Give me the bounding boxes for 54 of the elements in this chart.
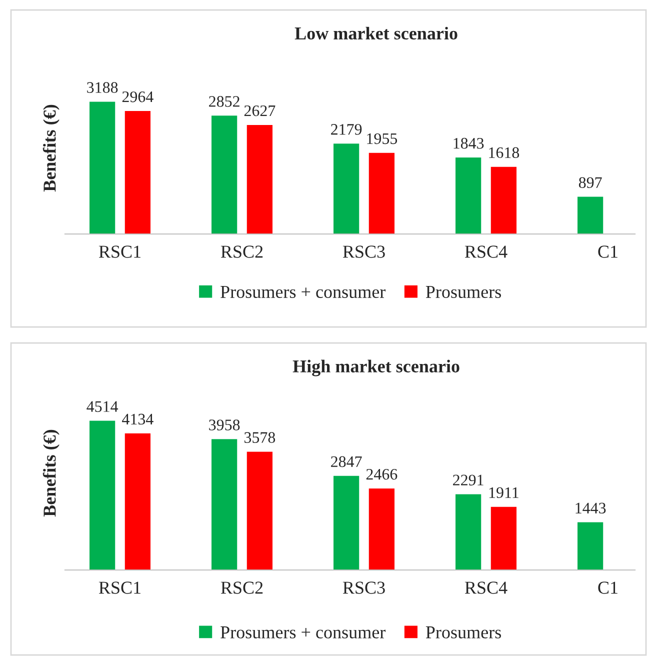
bar [246, 124, 272, 234]
x-tick-label: RSC3 [342, 582, 385, 594]
y-axis-title: Benefits (€) [42, 104, 60, 192]
x-tick-label: RSC2 [220, 246, 263, 258]
data-label: 4134 [122, 414, 154, 425]
data-label: 2291 [453, 474, 484, 486]
bar [368, 488, 394, 570]
data-label: 2852 [209, 96, 240, 107]
legend-label: Prosumers [426, 626, 501, 638]
x-tick-label: RSC1 [98, 246, 140, 258]
x-tick-label: C1 [598, 582, 618, 594]
bar [90, 102, 116, 234]
legend-label: Prosumers + consumer [220, 626, 386, 638]
data-label: 2964 [122, 91, 154, 102]
data-label: 1911 [489, 487, 518, 498]
data-label: 2179 [331, 124, 362, 135]
data-label: 1443 [576, 502, 606, 514]
bar [368, 152, 394, 234]
bar [490, 506, 516, 570]
data-label: 2847 [331, 456, 362, 468]
data-label: 2627 [244, 105, 276, 116]
data-label: 4514 [86, 401, 118, 412]
x-tick-label: C1 [598, 246, 618, 258]
bar [212, 116, 238, 234]
bar [578, 196, 604, 234]
chart-title: High market scenario [292, 360, 460, 376]
bar [212, 439, 238, 570]
bar [456, 494, 482, 570]
bar [490, 166, 516, 234]
data-label: 3958 [209, 420, 240, 430]
data-label: 1955 [367, 133, 398, 144]
data-label: 897 [578, 177, 602, 188]
chart-title: Low market scenario [294, 26, 458, 40]
legend-label: Prosumers [426, 286, 501, 298]
bar [578, 522, 604, 570]
x-tick-label: RSC2 [220, 582, 263, 594]
data-label: 1843 [454, 138, 484, 149]
data-label: 3578 [244, 432, 276, 443]
bar [124, 433, 150, 570]
bar [334, 476, 360, 570]
x-tick-label: RSC1 [98, 582, 140, 594]
legend-label: Prosumers + consumer [220, 286, 386, 298]
x-tick-label: RSC4 [464, 246, 508, 258]
data-label: 1618 [489, 147, 520, 158]
x-tick-label: RSC4 [464, 582, 508, 594]
data-label: 3188 [87, 82, 118, 93]
bar [124, 110, 150, 234]
bar [90, 420, 116, 570]
bar [334, 144, 360, 234]
y-axis-title: Benefits (€) [42, 430, 60, 517]
bar [456, 158, 482, 234]
data-label: 2466 [366, 468, 398, 480]
bar [246, 452, 272, 570]
x-tick-label: RSC3 [342, 246, 385, 258]
